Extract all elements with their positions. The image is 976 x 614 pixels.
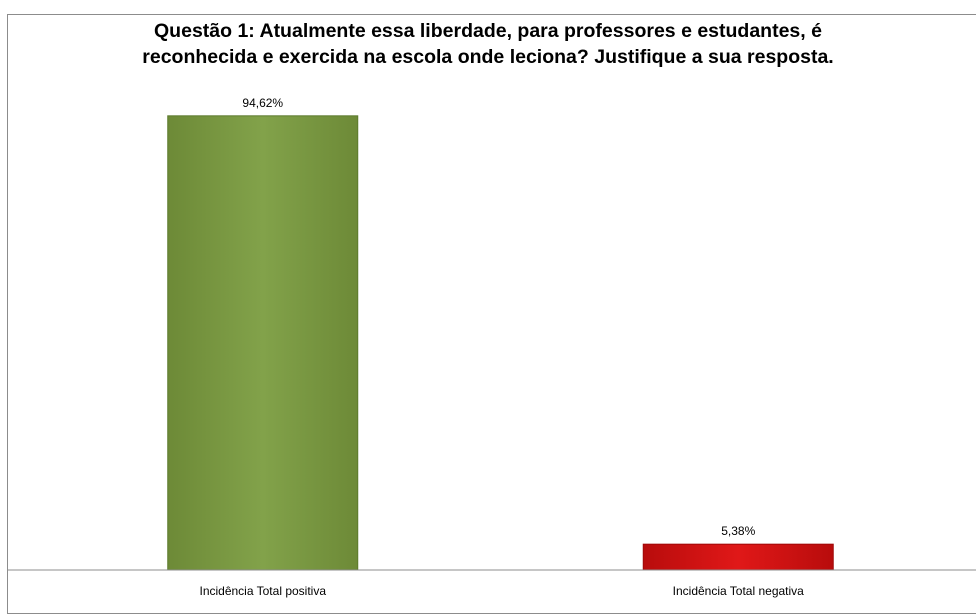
bar-1 <box>167 115 359 571</box>
labels-layer: 94,62% Incidência Total positiva 5,38% Inci… <box>199 96 804 598</box>
chart-title-line-2: reconhecida e exercida na escola onde le… <box>142 46 834 68</box>
category-label-1: Incidência Total positiva <box>199 584 326 598</box>
data-label-1: 94,62% <box>242 96 283 110</box>
bars-layer <box>167 115 834 571</box>
chart-title: Questão 1: Atualmente essa liberdade, pa… <box>0 18 976 70</box>
category-label-2: Incidência Total negativa <box>673 584 805 598</box>
chart-title-line-1: Questão 1: Atualmente essa liberdade, pa… <box>154 20 822 42</box>
bar-chart: 94,62% Incidência Total positiva 5,38% Inci… <box>8 96 976 598</box>
bar-2 <box>642 543 834 571</box>
data-label-2: 5,38% <box>721 524 755 538</box>
